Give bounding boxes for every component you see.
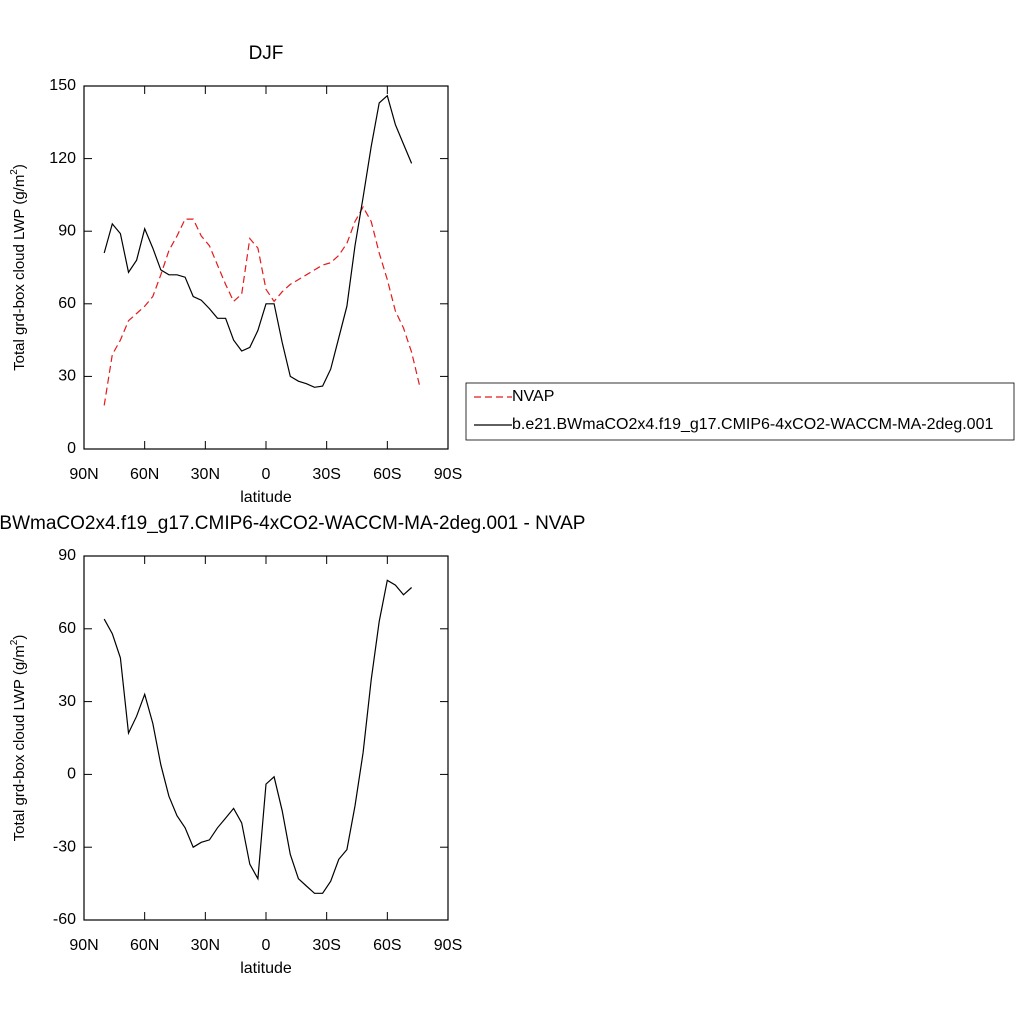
y-label-text: Total grd-box cloud LWP (g/m bbox=[11, 175, 28, 371]
legend-label: NVAP bbox=[512, 388, 554, 405]
x-axis-label: latitude bbox=[240, 960, 292, 977]
x-tick-label: 30N bbox=[191, 937, 220, 954]
x-tick-label: 90S bbox=[434, 466, 462, 483]
y-tick-label: 0 bbox=[67, 766, 76, 783]
y-tick-label: 60 bbox=[58, 620, 76, 637]
plot-frame bbox=[83, 85, 449, 450]
y-label-close: ) bbox=[11, 164, 28, 169]
x-axis-label: latitude bbox=[240, 489, 292, 506]
x-tick-label: 60N bbox=[130, 466, 159, 483]
x-tick-label: 90S bbox=[434, 937, 462, 954]
data-line bbox=[103, 205, 421, 406]
y-tick-label: -60 bbox=[53, 911, 76, 928]
y-tick-label: 120 bbox=[49, 150, 76, 167]
chart-title: b.e21.BWmaCO2x4.f19_g17.CMIP6-4xCO2-WACC… bbox=[0, 513, 585, 534]
x-tick-label: 90N bbox=[69, 466, 98, 483]
y-label-sup: 2 bbox=[9, 639, 20, 645]
x-tick-label: 60S bbox=[373, 466, 401, 483]
legend-label: b.e21.BWmaCO2x4.f19_g17.CMIP6-4xCO2-WACC… bbox=[512, 416, 993, 433]
chart-title: DJF bbox=[249, 43, 284, 64]
y-tick-label: 60 bbox=[58, 295, 76, 312]
y-tick-label: 90 bbox=[58, 222, 76, 239]
y-tick-label: 30 bbox=[58, 368, 76, 385]
y-axis-label: Total grd-box cloud LWP (g/m2) bbox=[9, 635, 28, 842]
y-label-text: Total grd-box cloud LWP (g/m bbox=[11, 645, 28, 841]
y-label-sup: 2 bbox=[9, 169, 20, 175]
x-tick-label: 60N bbox=[130, 937, 159, 954]
y-axis-label: Total grd-box cloud LWP (g/m2) bbox=[9, 164, 28, 371]
plot-frame bbox=[83, 555, 449, 921]
y-tick-label: 150 bbox=[49, 77, 76, 94]
x-tick-label: 60S bbox=[373, 937, 401, 954]
x-tick-label: 30S bbox=[312, 466, 340, 483]
y-tick-label: -30 bbox=[53, 838, 76, 855]
x-tick-label: 30S bbox=[312, 937, 340, 954]
x-tick-label: 0 bbox=[262, 466, 271, 483]
data-line bbox=[103, 579, 413, 894]
y-label-close: ) bbox=[11, 635, 28, 640]
y-tick-label: 0 bbox=[67, 440, 76, 457]
legend-box bbox=[465, 382, 1015, 441]
y-tick-label: 90 bbox=[58, 547, 76, 564]
x-tick-label: 90N bbox=[69, 937, 98, 954]
y-tick-label: 30 bbox=[58, 693, 76, 710]
x-tick-label: 0 bbox=[262, 937, 271, 954]
x-tick-label: 30N bbox=[191, 466, 220, 483]
data-line bbox=[103, 94, 413, 388]
